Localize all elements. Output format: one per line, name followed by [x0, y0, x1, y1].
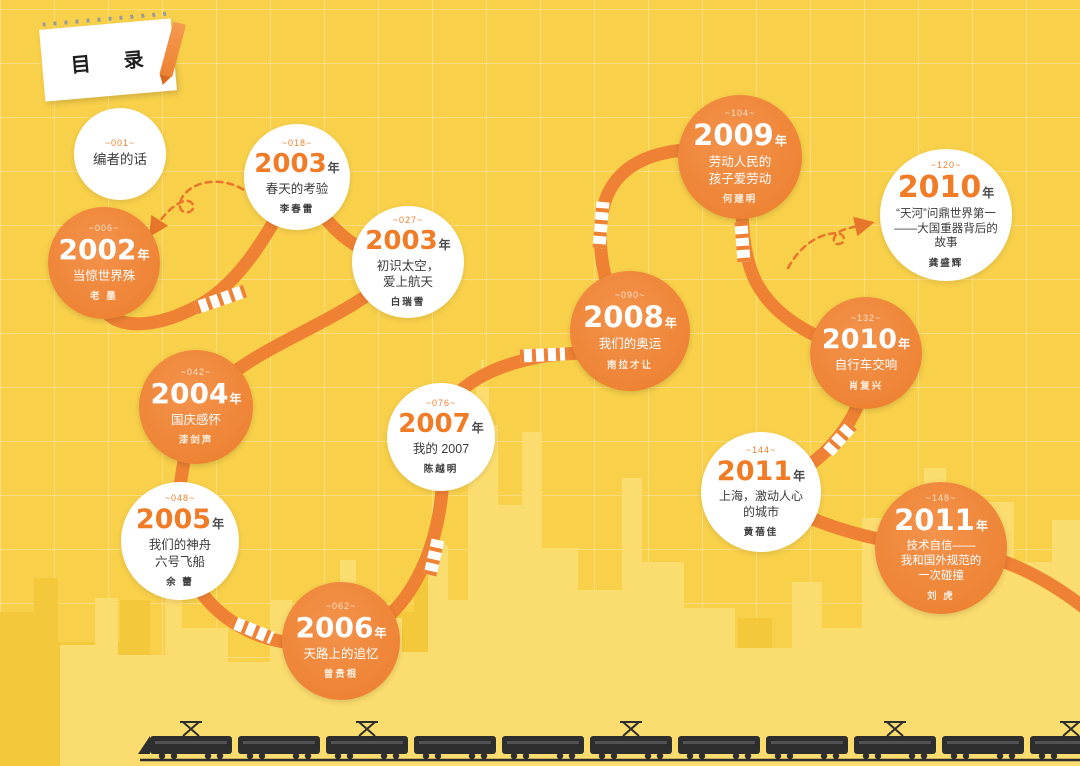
entry-title: 劳动人民的 孩子爱劳动 [708, 155, 772, 186]
entry-title: 技术自信—— 我和国外规范的 一次碰撞 [900, 540, 982, 582]
entry-year: 2003年 [254, 148, 340, 179]
entry-year: 2011年 [894, 503, 988, 538]
toc-entry-042[interactable]: ~042~ 2004年 国庆感怀 漆剑声 [139, 350, 253, 464]
dashed-arrow-icon [786, 216, 875, 270]
entry-title: 初识太空， 爱上航天 [376, 258, 440, 289]
entry-page-number: ~090~ [614, 290, 646, 301]
entry-author: 南拉才让 [606, 359, 653, 371]
toc-entry-120[interactable]: ~120~ 2010年 “天河”问鼎世界第一 ——大国重器背后的 故事 龚盛辉 [880, 149, 1012, 281]
entry-author: 漆剑声 [178, 435, 214, 447]
entry-author: 陈越明 [423, 464, 459, 476]
toc-entry-148[interactable]: ~148~ 2011年 技术自信—— 我和国外规范的 一次碰撞 刘 虎 [875, 482, 1007, 614]
entry-page-number: ~104~ [724, 108, 756, 119]
toc-entry-027[interactable]: ~027~ 2003年 初识太空， 爱上航天 白瑞雪 [352, 206, 464, 318]
toc-entry-048[interactable]: ~048~ 2005年 我们的神舟 六号飞船 余 蕾 [121, 482, 239, 600]
toc-entry-062[interactable]: ~062~ 2006年 天路上的追忆 曾贵根 [282, 582, 400, 700]
entry-page-number: ~006~ [88, 222, 120, 233]
entry-author: 李春雷 [279, 204, 315, 216]
toc-entry-018[interactable]: ~018~ 2003年 春天的考验 李春雷 [244, 124, 350, 230]
entry-title: 我的 2007 [412, 441, 470, 456]
toc-entry-001[interactable]: ~001~ 编者的话 [74, 108, 166, 200]
entry-title: “天河”问鼎世界第一 ——大国重器背后的 故事 [894, 207, 998, 250]
toc-entry-076[interactable]: ~076~ 2007年 我的 2007 陈越明 [387, 383, 495, 491]
entry-author: 余 蕾 [166, 576, 194, 588]
entry-author: 黄蓓佳 [743, 527, 779, 539]
entry-year: 2010年 [897, 169, 995, 205]
entry-year: 2011年 [716, 455, 806, 487]
entry-title: 上海，激动人心 的城市 [718, 488, 803, 519]
entry-year: 2009年 [693, 118, 787, 153]
entry-author: 刘 虎 [927, 590, 955, 602]
entry-page-number: ~148~ [925, 493, 957, 504]
entry-title: 我们的奥运 [598, 337, 662, 352]
entry-page-number: ~042~ [180, 366, 212, 377]
entry-year: 2003年 [365, 225, 451, 256]
entry-page-number: ~144~ [745, 444, 777, 455]
entry-title: 自行车交响 [834, 358, 898, 373]
entry-page-number: ~018~ [281, 137, 313, 148]
entry-author: 白瑞雪 [390, 297, 426, 309]
entry-year: 2005年 [135, 504, 225, 536]
entry-title: 天路上的追忆 [303, 646, 379, 661]
entry-author: 龚盛辉 [928, 258, 964, 270]
entry-year: 2007年 [398, 408, 484, 439]
toc-entry-006[interactable]: ~006~ 2002年 当惊世界殊 老 墨 [48, 207, 160, 319]
toc-entry-132[interactable]: ~132~ 2010年 自行车交响 肖复兴 [810, 297, 922, 409]
entry-page-number: ~062~ [325, 600, 357, 611]
entry-page-number: ~120~ [930, 159, 962, 170]
entry-year: 2008年 [583, 300, 677, 335]
entry-title: 编者的话 [93, 152, 147, 168]
entry-page-number: ~048~ [164, 493, 196, 504]
entry-title: 当惊世界殊 [72, 268, 136, 283]
entry-page-number: ~001~ [104, 138, 136, 149]
dashed-arrow-icon [148, 180, 254, 238]
entry-year: 2004年 [150, 376, 242, 410]
train-illustration [138, 721, 1080, 762]
entry-title: 国庆感怀 [170, 412, 221, 427]
entry-page-number: ~076~ [425, 397, 457, 408]
entry-page-number: ~027~ [392, 214, 424, 225]
entry-title: 我们的神舟 六号飞船 [148, 538, 212, 569]
toc-entry-144[interactable]: ~144~ 2011年 上海，激动人心 的城市 黄蓓佳 [701, 432, 821, 552]
entry-year: 2010年 [821, 324, 911, 356]
entry-author: 何建明 [722, 193, 758, 205]
entry-page-number: ~132~ [850, 313, 882, 324]
entry-year: 2006年 [295, 610, 387, 644]
entry-author: 曾贵根 [323, 669, 359, 681]
toc-entry-090[interactable]: ~090~ 2008年 我们的奥运 南拉才让 [570, 271, 690, 391]
entry-author: 老 墨 [90, 291, 118, 303]
entry-title: 春天的考验 [265, 181, 329, 196]
entry-year: 2002年 [58, 232, 150, 266]
entry-author: 肖复兴 [848, 380, 884, 392]
toc-entry-104[interactable]: ~104~ 2009年 劳动人民的 孩子爱劳动 何建明 [678, 95, 802, 219]
ribbon-striped-segments [193, 201, 857, 645]
